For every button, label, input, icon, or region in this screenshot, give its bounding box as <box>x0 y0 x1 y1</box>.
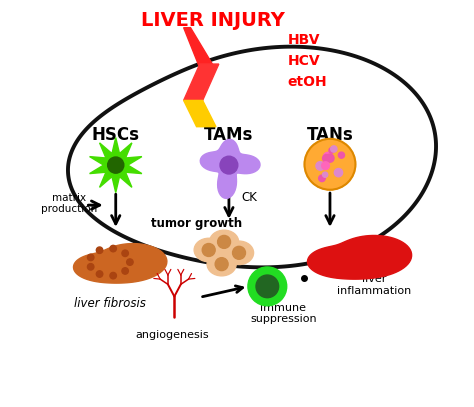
Circle shape <box>127 259 133 265</box>
Circle shape <box>316 162 325 170</box>
Ellipse shape <box>194 238 223 262</box>
Circle shape <box>122 268 128 274</box>
Circle shape <box>331 146 337 152</box>
Ellipse shape <box>207 252 236 276</box>
Text: liver fibrosis: liver fibrosis <box>74 297 146 310</box>
Polygon shape <box>201 140 260 198</box>
Text: angiogenesis: angiogenesis <box>136 330 209 339</box>
Circle shape <box>96 271 103 277</box>
Text: etOH: etOH <box>288 75 327 89</box>
Circle shape <box>108 157 124 173</box>
Text: TAMs: TAMs <box>204 126 254 144</box>
Circle shape <box>110 245 117 252</box>
Ellipse shape <box>225 241 254 265</box>
Circle shape <box>220 156 238 174</box>
Circle shape <box>248 267 287 306</box>
Circle shape <box>122 250 128 256</box>
Text: HSCs: HSCs <box>92 126 140 144</box>
Text: TANs: TANs <box>307 126 353 144</box>
Polygon shape <box>73 243 167 283</box>
Circle shape <box>96 247 103 254</box>
Polygon shape <box>183 28 215 68</box>
Text: liver
inflammation: liver inflammation <box>337 274 411 296</box>
Circle shape <box>215 258 228 271</box>
Circle shape <box>338 152 345 158</box>
Circle shape <box>323 152 332 161</box>
Circle shape <box>110 272 117 279</box>
Text: matrix
production: matrix production <box>41 193 97 214</box>
Circle shape <box>319 163 326 169</box>
Circle shape <box>326 154 334 162</box>
Polygon shape <box>183 64 219 101</box>
Circle shape <box>218 235 230 248</box>
Polygon shape <box>183 101 216 127</box>
Ellipse shape <box>210 230 238 254</box>
Circle shape <box>334 168 343 177</box>
Text: HBV: HBV <box>288 33 320 47</box>
Circle shape <box>87 264 94 270</box>
Polygon shape <box>308 236 411 279</box>
Circle shape <box>202 243 215 256</box>
Circle shape <box>319 175 325 182</box>
Circle shape <box>233 246 246 259</box>
Circle shape <box>322 162 329 170</box>
Circle shape <box>322 172 328 177</box>
Circle shape <box>87 254 94 260</box>
Text: immune
suppression: immune suppression <box>250 302 317 324</box>
Text: CK: CK <box>241 190 257 204</box>
Polygon shape <box>90 138 142 193</box>
Circle shape <box>304 139 356 190</box>
Text: HCV: HCV <box>288 54 320 68</box>
Circle shape <box>329 148 334 153</box>
Text: tumor growth: tumor growth <box>151 217 242 230</box>
Circle shape <box>322 155 330 162</box>
Circle shape <box>256 275 279 298</box>
Text: LIVER INJURY: LIVER INJURY <box>141 11 285 31</box>
